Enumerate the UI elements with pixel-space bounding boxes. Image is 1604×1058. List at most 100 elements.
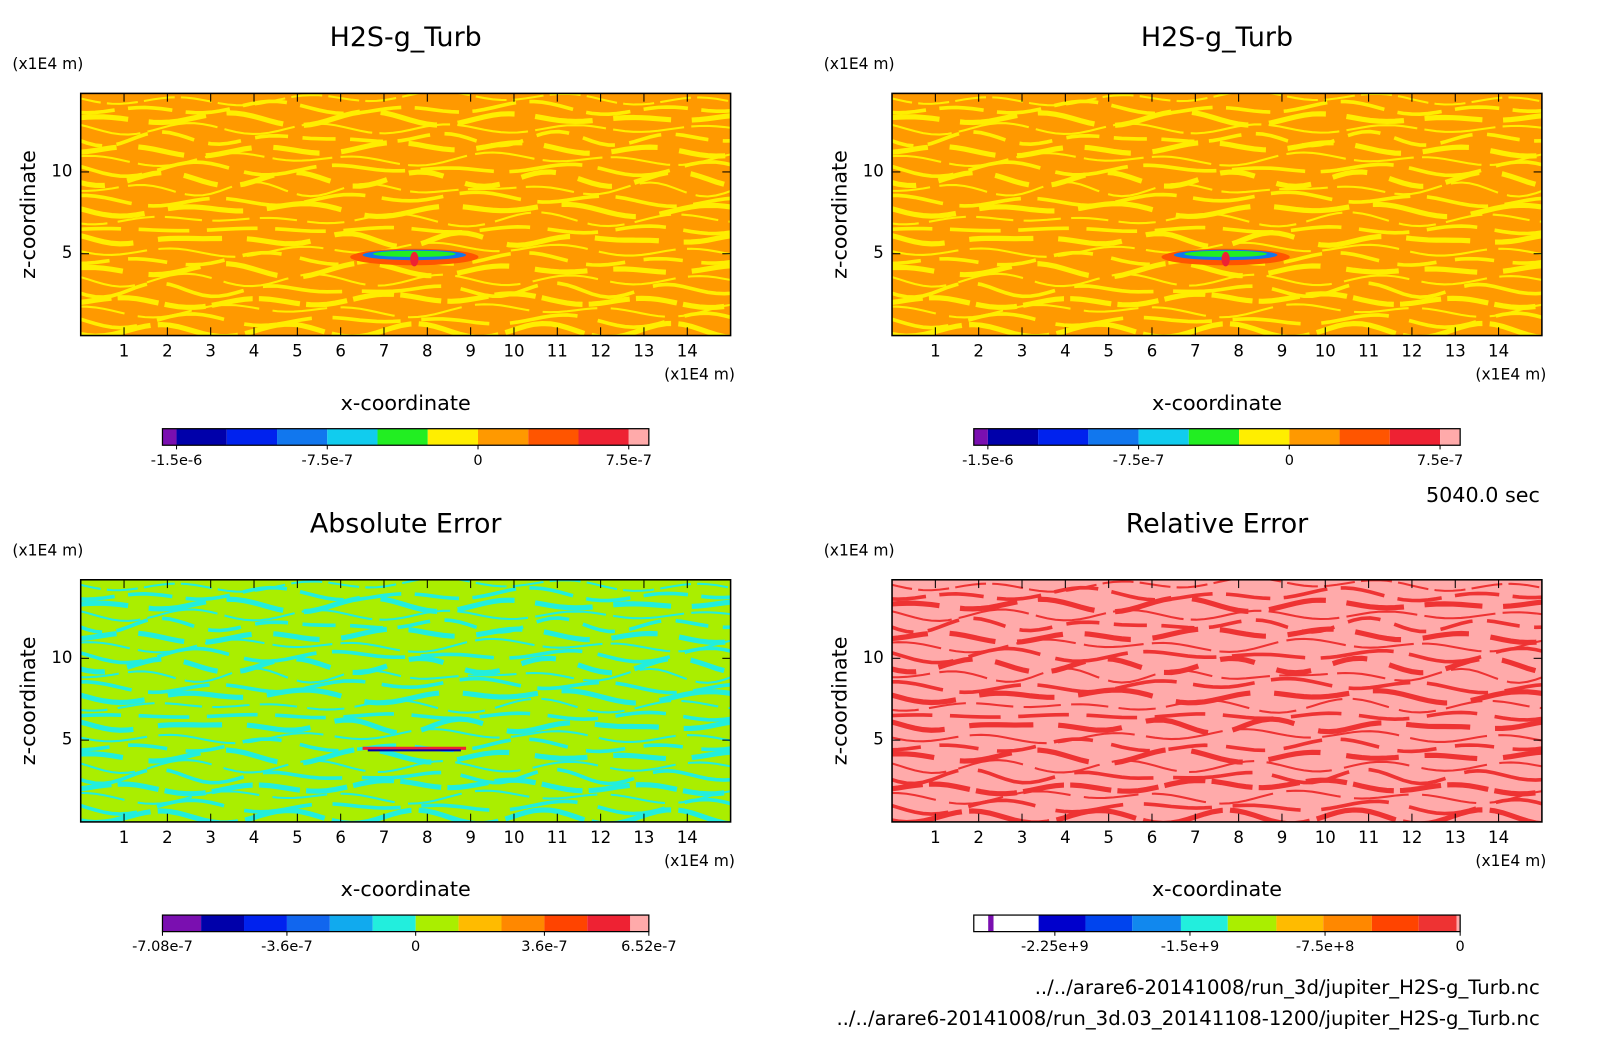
x-tick-label: 2: [973, 342, 984, 361]
field-pattern: [80, 311, 731, 330]
x-tick-label: 6: [335, 342, 346, 361]
field-pattern: [892, 211, 1542, 228]
field-pattern: [892, 710, 1542, 722]
colorbar-tick-label: -7.5e-7: [301, 453, 353, 469]
x-tick-label: 3: [1017, 828, 1028, 847]
x-tick-label: 14: [677, 828, 698, 847]
colorbar-segment: [162, 428, 177, 446]
x-axis-label: x-coordinate: [341, 877, 471, 901]
colorbar-tick-label: 0: [1456, 939, 1465, 955]
x-tick-label: 13: [1445, 828, 1466, 847]
field-pattern: [892, 311, 1542, 330]
y-unit: (x1E4 m): [12, 55, 83, 73]
colorbar-tick-label: -7.5e+8: [1296, 939, 1354, 955]
field-pattern: [80, 224, 731, 236]
y-unit: (x1E4 m): [824, 55, 895, 73]
colorbar-segment: [587, 915, 631, 932]
colorbar-segment: [578, 428, 629, 446]
field-pattern: [892, 728, 1542, 745]
field-pattern: [892, 595, 1542, 615]
colorbar-segment: [1440, 428, 1461, 446]
y-unit: (x1E4 m): [824, 541, 895, 559]
field-pattern: [892, 99, 1542, 117]
field-pattern: [80, 241, 731, 258]
colorbar-segment: [1088, 428, 1139, 446]
field-pattern: [892, 122, 1542, 136]
field-pattern: [80, 272, 731, 288]
chart-title: Relative Error: [1126, 508, 1309, 539]
field-pattern: [892, 241, 1542, 258]
field-pattern: [80, 122, 731, 136]
field-pattern: [80, 108, 731, 129]
colorbar-segment: [327, 428, 378, 446]
colorbar-segment: [1132, 915, 1181, 932]
field-pattern: [80, 797, 731, 816]
x-tick-label: 14: [1488, 828, 1509, 847]
colorbar-tick-label: -1.5e+9: [1161, 939, 1219, 955]
field-pattern: [80, 129, 731, 148]
x-tick-label: 14: [677, 342, 698, 361]
colorbar-segment: [377, 428, 428, 446]
x-tick-label: 4: [249, 828, 260, 847]
colorbar-segment: [1289, 428, 1340, 446]
field-feature: [1221, 251, 1230, 267]
colorbar-segment: [226, 428, 278, 446]
y-axis-label: z-coordinate: [16, 637, 40, 766]
x-tick-label: 2: [162, 828, 173, 847]
x-tick-label: 7: [1190, 342, 1201, 361]
x-tick-label: 9: [465, 342, 476, 361]
x-tick-label: 3: [205, 342, 216, 361]
colorbar-segment: [372, 915, 416, 932]
x-tick-label: 8: [422, 342, 433, 361]
y-axis-label: z-coordinate: [827, 150, 851, 279]
y-tick-label: 10: [51, 648, 72, 667]
colorbar-segment: [628, 428, 649, 446]
colorbar-tick-label: 0: [473, 453, 482, 469]
x-axis-label: x-coordinate: [341, 391, 471, 415]
field-pattern: [892, 777, 1542, 797]
chart-title: H2S-g_Turb: [330, 22, 482, 53]
field-pattern: [80, 93, 731, 107]
x-tick-label: 4: [1060, 342, 1071, 361]
colorbar-segment: [1085, 915, 1133, 932]
plot-frame: [891, 579, 1543, 823]
x-tick-label: 13: [1445, 342, 1466, 361]
x-tick-label: 8: [422, 828, 433, 847]
field-pattern: [892, 272, 1542, 288]
colorbar-tick-label: -2.25e+9: [1021, 939, 1089, 955]
x-tick-label: 8: [1233, 342, 1244, 361]
x-tick-label: 3: [205, 828, 216, 847]
x-tick-label: 10: [1315, 342, 1336, 361]
field-pattern: [80, 211, 731, 228]
field-pattern: [892, 797, 1542, 816]
colorbar-segment: [458, 915, 502, 932]
x-tick-label: 12: [590, 342, 611, 361]
colorbar-tick-label: 6.52e-7: [621, 939, 677, 955]
field-pattern: [892, 93, 1542, 107]
plot-frame: [891, 92, 1543, 337]
field-pattern: [80, 190, 731, 209]
colorbar-tick-label: 7.5e-7: [606, 453, 652, 469]
x-tick-label: 5: [1103, 342, 1114, 361]
field-pattern: [892, 579, 1542, 593]
x-tick-label: 5: [292, 342, 303, 361]
y-tick-label: 5: [62, 730, 73, 749]
x-tick-label: 7: [379, 828, 390, 847]
y-tick-label: 5: [62, 243, 73, 262]
field-pattern: [892, 667, 1542, 684]
colorbar-frame: [161, 428, 650, 446]
field-pattern: [80, 746, 731, 767]
x-tick-label: 1: [119, 342, 130, 361]
colorbar-segment: [201, 915, 245, 932]
colorbar-tick-label: 0: [411, 939, 420, 955]
field-pattern: [80, 807, 731, 822]
colorbar-segment: [1418, 915, 1457, 932]
field-pattern: [892, 224, 1542, 236]
x-tick-label: 12: [1401, 342, 1422, 361]
colorbar-segment: [1389, 428, 1441, 446]
x-tick-label: 2: [973, 828, 984, 847]
field-pattern: [892, 190, 1542, 209]
colorbar-segment: [277, 428, 328, 446]
x-tick-label: 11: [1358, 828, 1379, 847]
